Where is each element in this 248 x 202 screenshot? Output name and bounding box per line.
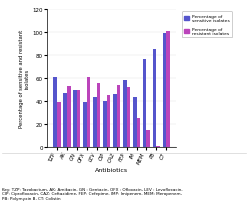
Bar [113, 95, 117, 147]
Bar [53, 78, 57, 147]
Bar [143, 59, 147, 147]
Bar [166, 32, 170, 147]
Bar [153, 50, 156, 147]
Bar [97, 83, 100, 147]
Bar [126, 88, 130, 147]
Bar [136, 119, 140, 147]
Bar [156, 146, 160, 147]
Legend: Percentage of
sensitive isolates, Percentage of
resistant isolates: Percentage of sensitive isolates, Percen… [182, 12, 232, 38]
Bar [133, 97, 136, 147]
Bar [57, 103, 61, 147]
X-axis label: Antibiotics: Antibiotics [95, 167, 128, 172]
Bar [67, 87, 70, 147]
Bar [123, 81, 126, 147]
Bar [147, 130, 150, 147]
Bar [87, 78, 91, 147]
Y-axis label: Percentage of sensitive and resistant
isolates: Percentage of sensitive and resistant is… [19, 30, 30, 128]
Bar [163, 34, 166, 147]
Bar [107, 96, 110, 147]
Bar [117, 86, 120, 147]
Bar [83, 103, 87, 147]
Bar [93, 97, 97, 147]
Bar [77, 90, 81, 147]
Bar [73, 90, 77, 147]
Bar [103, 102, 107, 147]
Bar [63, 94, 67, 147]
Text: Key: TZP: Tazobactum, AK: Amikacin, GN : Gentacin, OFX : Ofloxacin, LEV : Levofl: Key: TZP: Tazobactum, AK: Amikacin, GN :… [2, 187, 183, 200]
